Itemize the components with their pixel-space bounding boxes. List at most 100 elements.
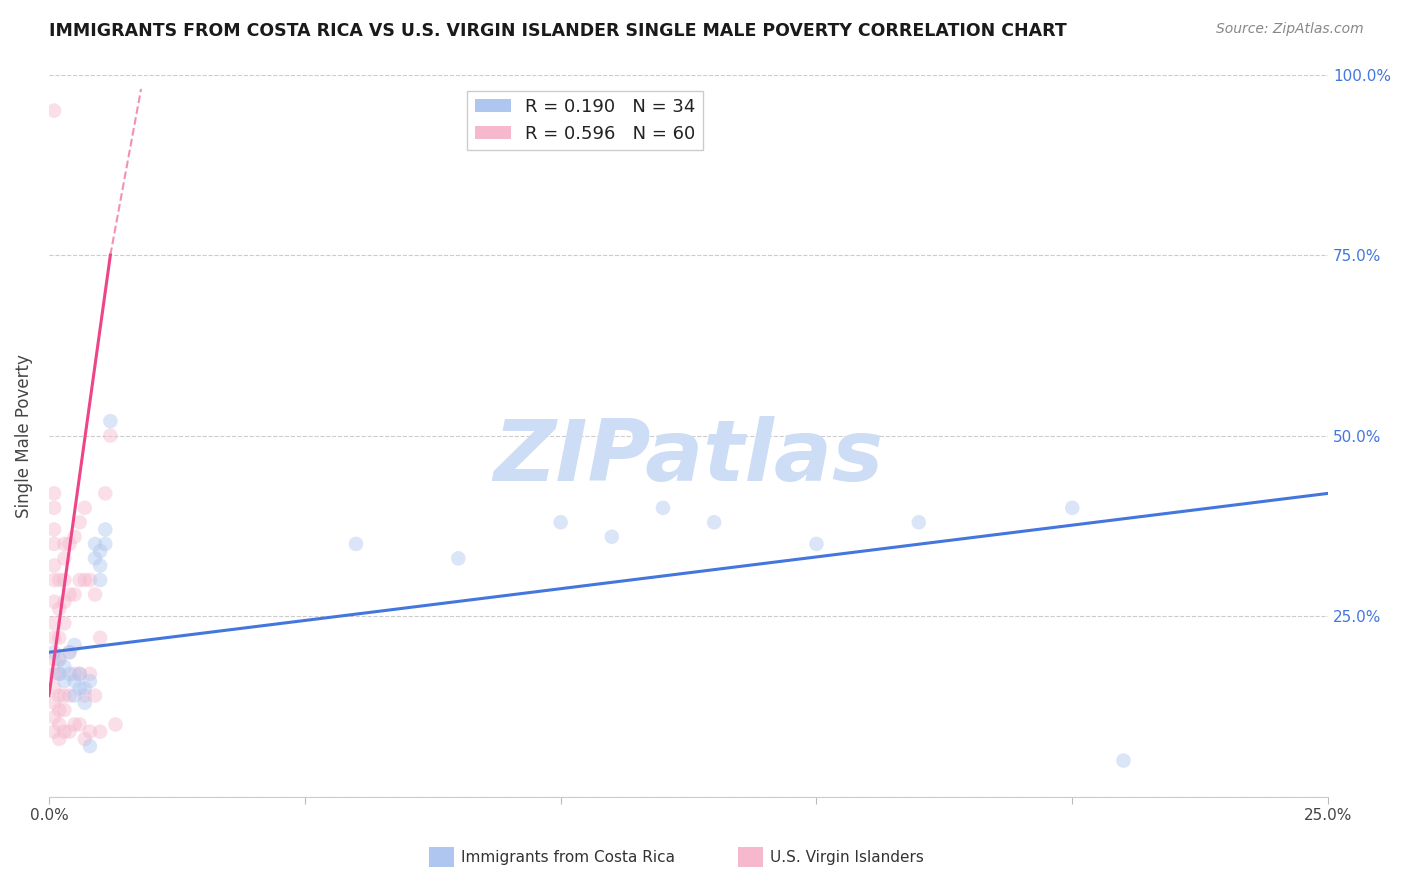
- Point: [79, 739, 101, 753]
- Point: [42, 724, 65, 739]
- Point: [42, 667, 65, 681]
- Point: [89, 724, 111, 739]
- Point: [58, 724, 80, 739]
- Point: [42, 616, 65, 631]
- Point: [84, 551, 107, 566]
- Point: [53, 659, 76, 673]
- Text: U.S. Virgin Islanders: U.S. Virgin Islanders: [770, 850, 924, 864]
- Point: [84, 537, 107, 551]
- Point: [42, 500, 65, 515]
- Point: [89, 573, 111, 587]
- Point: [48, 667, 70, 681]
- Point: [63, 530, 86, 544]
- Text: Source: ZipAtlas.com: Source: ZipAtlas.com: [1216, 22, 1364, 37]
- Point: [79, 667, 101, 681]
- Point: [344, 537, 367, 551]
- Point: [53, 551, 76, 566]
- Point: [73, 573, 96, 587]
- Point: [63, 674, 86, 689]
- Point: [42, 523, 65, 537]
- Point: [63, 587, 86, 601]
- Point: [907, 515, 929, 529]
- Point: [53, 724, 76, 739]
- Point: [58, 645, 80, 659]
- Point: [48, 631, 70, 645]
- Point: [73, 696, 96, 710]
- Point: [53, 595, 76, 609]
- Point: [53, 689, 76, 703]
- Legend: R = 0.190   N = 34, R = 0.596   N = 60: R = 0.190 N = 34, R = 0.596 N = 60: [467, 91, 703, 150]
- Point: [806, 537, 828, 551]
- Point: [42, 710, 65, 724]
- Point: [703, 515, 725, 529]
- Point: [53, 537, 76, 551]
- Point: [42, 537, 65, 551]
- Point: [58, 667, 80, 681]
- Point: [42, 558, 65, 573]
- Y-axis label: Single Male Poverty: Single Male Poverty: [15, 353, 32, 517]
- Text: Immigrants from Costa Rica: Immigrants from Costa Rica: [461, 850, 675, 864]
- Point: [63, 717, 86, 731]
- Point: [94, 486, 117, 500]
- Point: [600, 530, 623, 544]
- Point: [100, 414, 122, 428]
- Point: [63, 638, 86, 652]
- Point: [69, 717, 91, 731]
- Point: [94, 537, 117, 551]
- Point: [42, 573, 65, 587]
- Point: [447, 551, 470, 566]
- Point: [48, 667, 70, 681]
- Point: [42, 595, 65, 609]
- Point: [48, 731, 70, 746]
- Point: [69, 573, 91, 587]
- Point: [42, 103, 65, 118]
- Point: [100, 428, 122, 442]
- Point: [73, 681, 96, 696]
- Point: [89, 558, 111, 573]
- Point: [48, 602, 70, 616]
- Point: [58, 645, 80, 659]
- Point: [42, 486, 65, 500]
- Point: [48, 573, 70, 587]
- Point: [53, 573, 76, 587]
- Text: IMMIGRANTS FROM COSTA RICA VS U.S. VIRGIN ISLANDER SINGLE MALE POVERTY CORRELATI: IMMIGRANTS FROM COSTA RICA VS U.S. VIRGI…: [49, 22, 1067, 40]
- Point: [69, 515, 91, 529]
- Point: [94, 523, 117, 537]
- Point: [69, 681, 91, 696]
- Point: [79, 573, 101, 587]
- Point: [69, 667, 91, 681]
- Point: [79, 674, 101, 689]
- Point: [53, 674, 76, 689]
- Point: [84, 587, 107, 601]
- Point: [42, 652, 65, 666]
- Text: ZIPatlas: ZIPatlas: [494, 416, 884, 499]
- Point: [42, 645, 65, 659]
- Point: [48, 703, 70, 717]
- Point: [652, 500, 675, 515]
- Point: [89, 544, 111, 558]
- Point: [89, 631, 111, 645]
- Point: [1062, 500, 1084, 515]
- Point: [48, 652, 70, 666]
- Point: [1112, 754, 1135, 768]
- Point: [69, 667, 91, 681]
- Point: [550, 515, 572, 529]
- Point: [79, 724, 101, 739]
- Point: [53, 616, 76, 631]
- Point: [53, 703, 76, 717]
- Point: [84, 689, 107, 703]
- Point: [63, 689, 86, 703]
- Point: [42, 681, 65, 696]
- Point: [42, 631, 65, 645]
- Point: [48, 717, 70, 731]
- Point: [58, 537, 80, 551]
- Point: [63, 667, 86, 681]
- Point: [48, 689, 70, 703]
- Point: [73, 689, 96, 703]
- Point: [73, 731, 96, 746]
- Point: [104, 717, 127, 731]
- Point: [48, 652, 70, 666]
- Point: [58, 587, 80, 601]
- Point: [58, 689, 80, 703]
- Point: [42, 696, 65, 710]
